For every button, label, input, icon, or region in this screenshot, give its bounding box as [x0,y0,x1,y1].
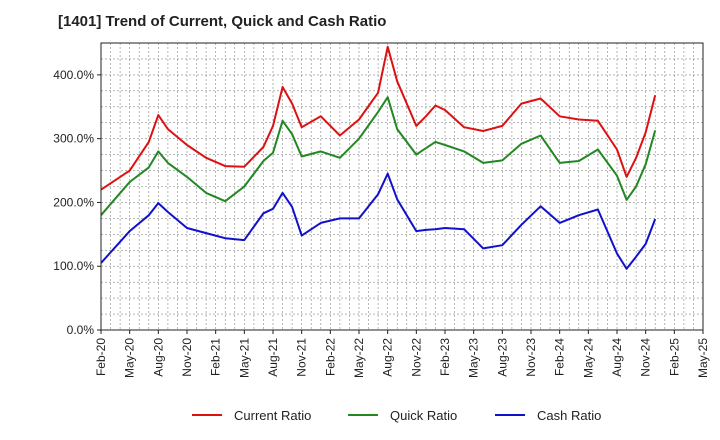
x-tick-label: May-20 [123,338,137,378]
x-axis-ticks: Feb-20 May-20 Aug-20 Nov-20 Feb-21 May-21 Aug-… [94,330,710,378]
x-tick-label: May-22 [352,338,366,378]
y-tick-label: 400.0% [53,68,94,82]
x-tick-label: Nov-20 [180,338,194,377]
x-tick-label: Aug-20 [151,338,165,377]
y-tick-label: 100.0% [53,259,94,273]
y-tick-label: 0.0% [67,323,95,337]
x-tick-label: Feb-25 [667,338,681,376]
x-tick-label: Aug-24 [610,338,624,377]
x-tick-label: Aug-23 [495,338,509,377]
x-tick-label: Feb-22 [323,338,337,376]
x-tick-label: Nov-22 [409,338,423,377]
x-tick-label: May-23 [467,338,481,378]
x-tick-label: Nov-23 [524,338,538,377]
y-tick-label: 300.0% [53,132,94,146]
x-tick-label: May-24 [581,338,595,378]
series-line-current-ratio [100,45,657,191]
x-tick-label: Feb-21 [209,338,223,376]
legend-label: Quick Ratio [390,408,457,423]
x-tick-label: Feb-24 [553,338,567,376]
legend-label: Current Ratio [234,408,311,423]
x-tick-label: May-21 [237,338,251,378]
x-tick-label: May-25 [696,338,710,378]
y-axis-ticks: 0.0% 100.0% 200.0% 300.0% 400.0% [53,68,101,337]
legend-label: Cash Ratio [537,408,601,423]
plot-frame [100,42,704,331]
series-line-quick-ratio [100,96,657,216]
x-tick-label: Nov-21 [295,338,309,377]
x-tick-label: Feb-23 [438,338,452,376]
series-lines [100,45,657,270]
grid-lines [100,42,704,331]
chart-title: [1401] Trend of Current, Quick and Cash … [58,13,387,30]
x-tick-label: Aug-22 [381,338,395,377]
y-tick-label: 200.0% [53,195,94,209]
x-tick-label: Nov-24 [639,338,653,377]
series-line-cash-ratio [100,172,657,270]
x-tick-label: Feb-20 [94,338,108,376]
x-tick-label: Aug-21 [266,338,280,377]
legend: Current Ratio Quick Ratio Cash Ratio [192,408,601,423]
